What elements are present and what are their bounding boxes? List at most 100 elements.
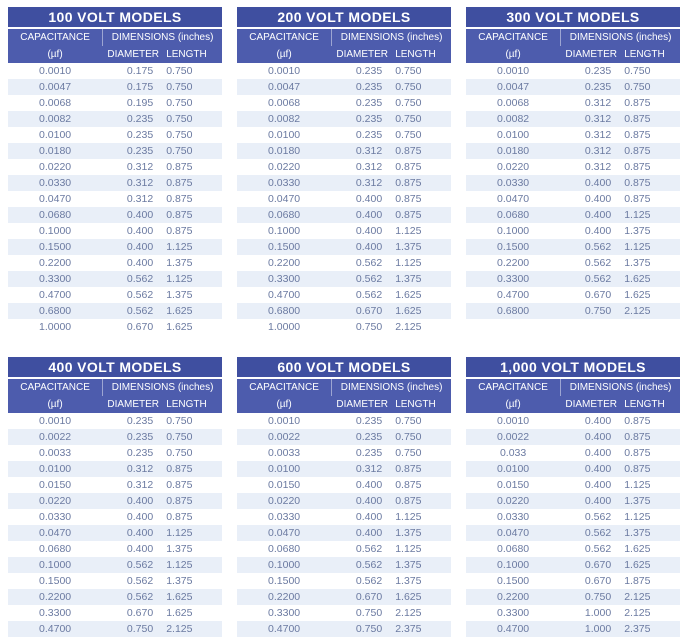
diameter-cell: 0.175 — [126, 81, 154, 93]
length-cell: 1.375 — [624, 495, 651, 507]
table-row: 0.0180 0.312 0.875 — [237, 143, 451, 159]
capacitance-cell: 0.0330 — [268, 511, 301, 523]
table-row: 0.0180 0.235 0.750 — [8, 143, 222, 159]
table-row: 0.0022 0.235 0.750 — [237, 429, 451, 445]
table-row: 0.0330 0.562 1.125 — [466, 509, 680, 525]
length-cell: 0.875 — [166, 225, 193, 237]
table-row: 0.1000 0.400 0.875 — [8, 223, 222, 239]
length-cell: 0.750 — [395, 65, 422, 77]
capacitance-cell: 0.2200 — [268, 257, 301, 269]
dimensions-header-label: DIMENSIONS (inches) — [331, 379, 451, 396]
capacitance-cell: 0.0150 — [497, 479, 530, 491]
table-row: 0.1500 0.400 1.125 — [8, 239, 222, 255]
voltage-model-table: 300 VOLT MODELS CAPACITANCE DIMENSIONS (in… — [466, 7, 680, 319]
table-row: 0.0220 0.312 0.875 — [8, 159, 222, 175]
length-cell: 0.875 — [166, 511, 193, 523]
dimensions-header-label: DIMENSIONS (inches) — [102, 379, 222, 396]
table-row: 0.0082 0.235 0.750 — [237, 111, 451, 127]
subheader-row-1: CAPACITANCE DIMENSIONS (inches) — [8, 29, 222, 46]
length-cell: 1.625 — [166, 591, 193, 603]
capacitance-cell: 0.0470 — [268, 527, 301, 539]
table-title: 1,000 VOLT MODELS — [466, 357, 680, 377]
length-header-label: LENGTH — [166, 399, 207, 410]
capacitance-cell: 0.6800 — [497, 305, 530, 317]
length-cell: 1.125 — [395, 511, 422, 523]
capacitance-header-label: CAPACITANCE — [478, 32, 548, 43]
diameter-cell: 0.562 — [126, 591, 154, 603]
capacitance-cell: 0.0068 — [268, 97, 301, 109]
table-row: 0.0680 0.400 0.875 — [8, 207, 222, 223]
length-cell: 0.750 — [395, 113, 422, 125]
table-row: 0.0470 0.312 0.875 — [8, 191, 222, 207]
diameter-cell: 0.400 — [126, 241, 154, 253]
length-cell: 0.875 — [624, 113, 651, 125]
diameter-cell: 0.400 — [126, 225, 154, 237]
dimensions-header-label: DIMENSIONS (inches) — [560, 379, 680, 396]
capacitance-unit-label: (µf) — [276, 49, 292, 60]
length-cell: 0.875 — [395, 463, 422, 475]
diameter-header-label: DIAMETER — [107, 399, 160, 410]
length-cell: 0.875 — [166, 193, 193, 205]
capacitance-cell: 0.0330 — [39, 177, 72, 189]
length-cell: 0.750 — [166, 447, 193, 459]
diameter-cell: 0.562 — [126, 305, 154, 317]
table-row: 0.2200 0.400 1.375 — [8, 255, 222, 271]
length-cell: 0.750 — [166, 415, 193, 427]
table-row: 0.0068 0.235 0.750 — [237, 95, 451, 111]
length-cell: 1.125 — [395, 543, 422, 555]
diameter-cell: 0.235 — [355, 415, 383, 427]
table-row: 0.2200 0.562 1.625 — [8, 589, 222, 605]
capacitance-cell: 0.0100 — [268, 129, 301, 141]
table-row: 0.0010 0.175 0.750 — [8, 63, 222, 79]
table-row: 0.0022 0.235 0.750 — [8, 429, 222, 445]
capacitance-cell: 0.1000 — [497, 559, 530, 571]
table-row: 0.0022 0.400 0.875 — [466, 429, 680, 445]
capacitance-cell: 0.0022 — [39, 431, 72, 443]
diameter-cell: 0.400 — [355, 511, 383, 523]
length-cell: 0.875 — [395, 177, 422, 189]
table-row: 0.0047 0.235 0.750 — [237, 79, 451, 95]
capacitance-cell: 0.0022 — [497, 431, 530, 443]
table-row: 0.0047 0.175 0.750 — [8, 79, 222, 95]
length-cell: 2.125 — [624, 305, 651, 317]
diameter-cell: 0.400 — [584, 209, 612, 221]
capacitance-cell: 0.3300 — [497, 273, 530, 285]
table-row: 0.0010 0.235 0.750 — [466, 63, 680, 79]
capacitance-cell: 0.0010 — [497, 415, 530, 427]
capacitance-cell: 0.1500 — [497, 575, 530, 587]
length-cell: 0.875 — [395, 161, 422, 173]
length-header-label: LENGTH — [395, 49, 436, 60]
diameter-cell: 0.235 — [355, 97, 383, 109]
diameter-cell: 0.400 — [584, 415, 612, 427]
diameter-header-label: DIAMETER — [336, 399, 389, 410]
table-row: 0.0010 0.235 0.750 — [237, 413, 451, 429]
table-row: 0.4700 0.670 1.625 — [466, 287, 680, 303]
diameter-cell: 0.562 — [584, 511, 612, 523]
dimensions-header-label: DIMENSIONS (inches) — [560, 29, 680, 46]
length-cell: 1.875 — [624, 575, 651, 587]
diameter-cell: 0.400 — [126, 257, 154, 269]
table-row: 0.0150 0.400 1.125 — [466, 477, 680, 493]
diameter-cell: 0.562 — [355, 289, 383, 301]
length-cell: 0.875 — [166, 495, 193, 507]
length-cell: 1.125 — [166, 273, 193, 285]
length-cell: 0.750 — [166, 113, 193, 125]
capacitance-cell: 0.3300 — [268, 607, 301, 619]
diameter-cell: 1.000 — [584, 623, 612, 635]
table-title: 400 VOLT MODELS — [8, 357, 222, 377]
table-row: 1.0000 0.670 1.625 — [8, 319, 222, 335]
diameter-cell: 0.400 — [126, 511, 154, 523]
diameter-cell: 0.312 — [584, 161, 612, 173]
length-cell: 0.875 — [395, 495, 422, 507]
diameter-cell: 0.312 — [355, 463, 383, 475]
table-row: 0.0047 0.235 0.750 — [466, 79, 680, 95]
diameter-cell: 0.400 — [584, 479, 612, 491]
diameter-cell: 0.562 — [126, 559, 154, 571]
diameter-cell: 0.750 — [355, 623, 383, 635]
length-cell: 0.750 — [166, 81, 193, 93]
table-column-headers: CAPACITANCE DIMENSIONS (inches) (µf) DIAMET… — [8, 379, 222, 413]
table-row: 0.0220 0.400 0.875 — [8, 493, 222, 509]
table-row: 0.2200 0.750 2.125 — [466, 589, 680, 605]
diameter-cell: 0.562 — [126, 289, 154, 301]
capacitance-cell: 0.0220 — [268, 161, 301, 173]
